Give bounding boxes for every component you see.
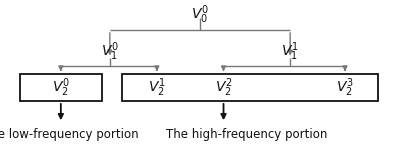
Text: The low-frequency portion: The low-frequency portion [0, 128, 139, 141]
Bar [122, 74, 378, 101]
Text: $V_0^0$: $V_0^0$ [191, 3, 209, 26]
Bar [20, 74, 102, 101]
Text: $V_1^0$: $V_1^0$ [101, 41, 119, 63]
Text: $V_2^0$: $V_2^0$ [52, 76, 70, 99]
Text: The high-frequency portion: The high-frequency portion [166, 128, 328, 141]
Text: $V_2^2$: $V_2^2$ [215, 76, 232, 99]
Text: $V_1^1$: $V_1^1$ [281, 41, 299, 63]
Text: $V_2^3$: $V_2^3$ [336, 76, 354, 99]
Text: $V_2^1$: $V_2^1$ [148, 76, 166, 99]
